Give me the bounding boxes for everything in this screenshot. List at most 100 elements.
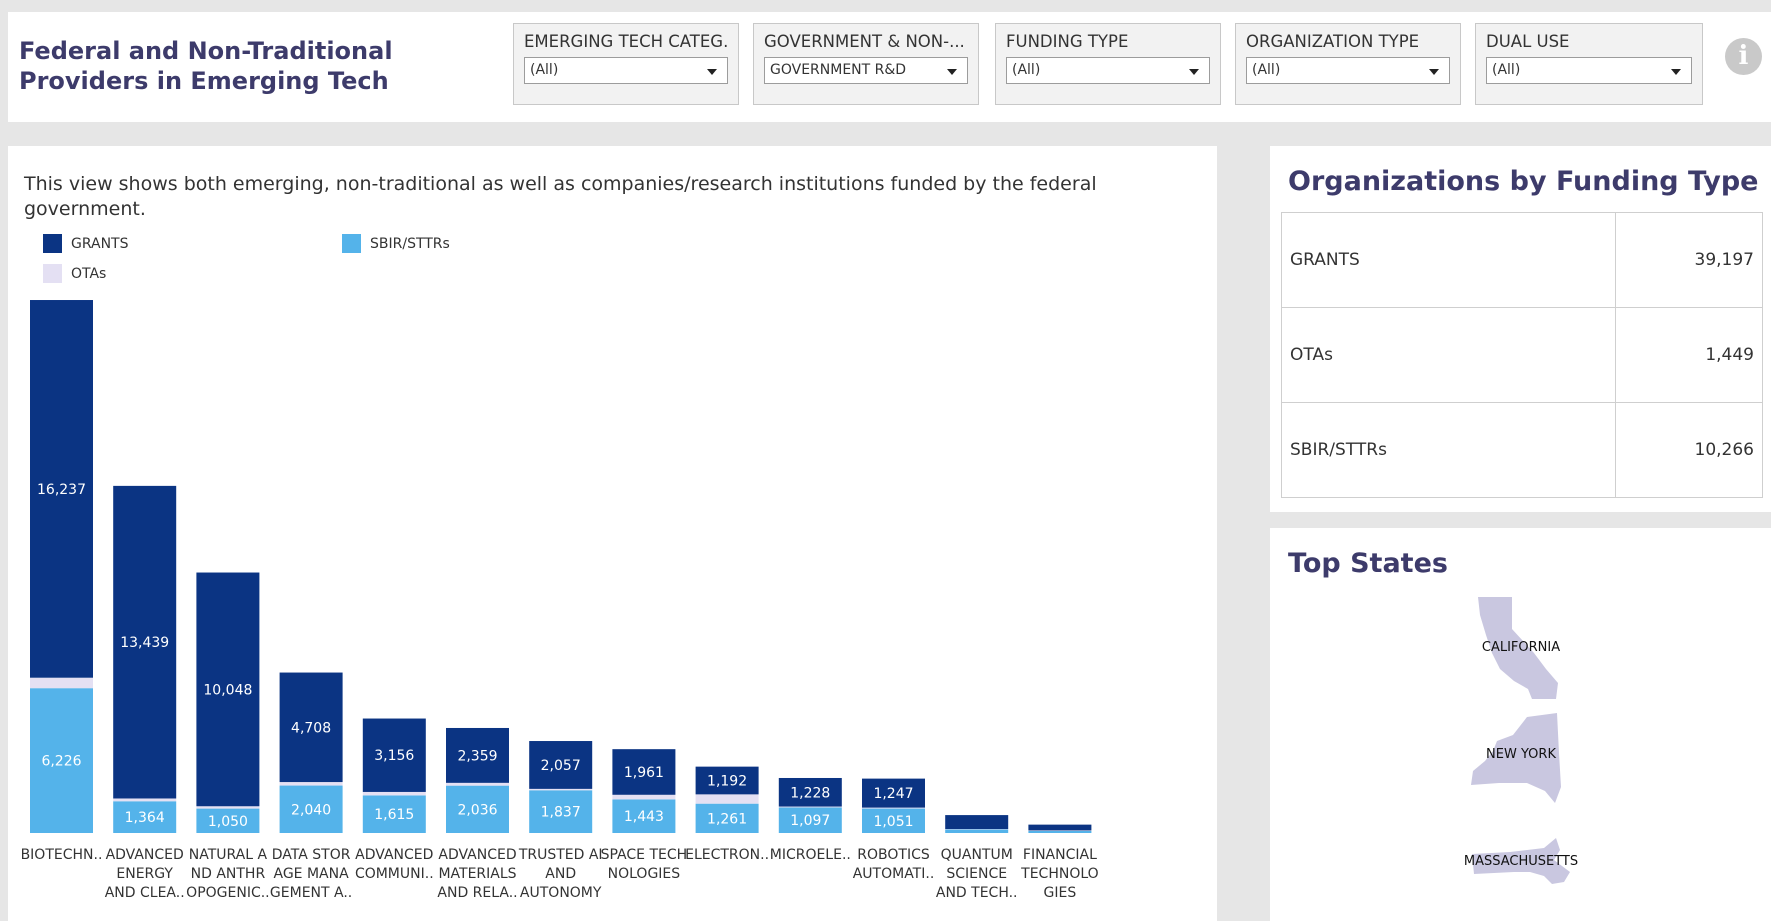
chevron-down-icon[interactable]	[707, 69, 717, 75]
bar-segment-grants[interactable]	[446, 727, 509, 783]
chevron-down-icon[interactable]	[1189, 69, 1199, 75]
data-label: 4,708	[291, 720, 331, 736]
bar-segment-sbir-sttrs[interactable]	[362, 795, 426, 833]
top-states-panel: Top States CALIFORNIA NEW YORK MASSACHUS…	[1270, 528, 1771, 921]
data-label: 1,051	[873, 814, 913, 830]
dual-use-dropdown[interactable]: (All)	[1486, 57, 1692, 84]
bar-segment-grants[interactable]	[362, 718, 426, 792]
page-title: Federal and Non-Traditional Providers in…	[19, 37, 393, 95]
stacked-bar-chart: 6,226 16,237 BIOTECHN.. 1,364 13,439 ADVANCED…	[21, 300, 1099, 901]
bar-segment-sbir-sttrs[interactable]	[1028, 830, 1092, 833]
new-york-shape-icon[interactable]	[1469, 713, 1569, 805]
filter-label: GOVERNMENT & NON-...	[764, 32, 965, 51]
bar-segment-grants[interactable]	[113, 485, 177, 799]
data-label: 1,961	[624, 765, 664, 781]
filter-funding-type[interactable]: FUNDING TYPE (All)	[995, 23, 1221, 105]
data-label: 1,261	[707, 811, 747, 827]
bar-segment-sbir-sttrs[interactable]	[612, 799, 676, 833]
chart-panel: This view shows both emerging, non-tradi…	[8, 146, 1217, 921]
data-label: 1,364	[125, 810, 165, 826]
funding-type-label: GRANTS	[1281, 212, 1616, 308]
bar-segment-sbir-sttrs[interactable]	[196, 808, 260, 833]
filter-label: DUAL USE	[1486, 32, 1570, 51]
bar-segment-sbir-sttrs[interactable]	[113, 801, 177, 833]
filter-government-non-traditional[interactable]: GOVERNMENT & NON-... GOVERNMENT R&D	[753, 23, 979, 105]
table-row[interactable]: OTAs 1,449	[1281, 307, 1763, 403]
chevron-down-icon[interactable]	[947, 69, 957, 75]
data-label: 2,036	[457, 802, 497, 818]
dropdown-value: (All)	[1012, 62, 1041, 78]
bar-segment-otas[interactable]	[695, 794, 759, 804]
x-tick-label: OPOGENIC..	[186, 885, 269, 901]
x-tick-label: ND ANTHR	[191, 866, 266, 882]
dropdown-value: (All)	[1252, 62, 1281, 78]
bar-segment-sbir-sttrs[interactable]	[30, 688, 93, 833]
emerging-tech-category-dropdown[interactable]: (All)	[524, 57, 728, 84]
data-label: 2,040	[291, 802, 331, 818]
bar-segment-otas[interactable]	[30, 677, 93, 689]
bar-segment-otas[interactable]	[279, 782, 343, 786]
bar-segment-sbir-sttrs[interactable]	[945, 829, 1009, 833]
x-tick-label: AGE MANA	[274, 866, 350, 882]
info-icon[interactable]: i	[1725, 38, 1762, 75]
bar-segment-otas[interactable]	[862, 807, 925, 809]
massachusetts-shape-icon[interactable]	[1470, 836, 1572, 888]
bar-segment-otas[interactable]	[113, 798, 177, 802]
bar-segment-sbir-sttrs[interactable]	[862, 808, 925, 833]
funding-type-table: GRANTS 39,197 OTAs 1,449 SBIR/STTRs 10,2…	[1281, 212, 1763, 498]
bar-segment-otas[interactable]	[529, 788, 593, 791]
filter-emerging-tech-category[interactable]: EMERGING TECH CATEG... (All)	[513, 23, 739, 105]
legend-label: OTAs	[71, 266, 107, 282]
bar-segment-otas[interactable]	[612, 794, 676, 800]
bar-segment-grants[interactable]	[778, 777, 842, 807]
x-tick-label: BIOTECHN..	[21, 847, 103, 863]
bar-segment-otas[interactable]	[196, 806, 260, 809]
table-row[interactable]: GRANTS 39,197	[1281, 212, 1763, 308]
bar-segment-sbir-sttrs[interactable]	[529, 790, 593, 833]
bar-segment-grants[interactable]	[945, 815, 1009, 830]
x-tick-label: FINANCIAL	[1023, 847, 1097, 863]
bar-segment-otas[interactable]	[362, 791, 426, 796]
california-shape-icon[interactable]	[1474, 595, 1564, 701]
chart-description: This view shows both emerging, non-tradi…	[24, 173, 1097, 220]
filter-label: EMERGING TECH CATEG...	[524, 32, 730, 51]
data-label: 1,192	[707, 774, 747, 790]
bar-segment-grants[interactable]	[1028, 824, 1092, 831]
funding-type-count: 10,266	[1615, 402, 1763, 498]
x-tick-label: AUTOMATI..	[853, 866, 935, 882]
bar-segment-grants[interactable]	[196, 572, 260, 807]
data-label: 2,057	[541, 758, 581, 774]
state-label-massachusetts: MASSACHUSETTS	[1463, 854, 1579, 869]
filter-dual-use[interactable]: DUAL USE (All)	[1475, 23, 1703, 105]
x-tick-label: TRUSTED AI	[518, 847, 603, 863]
x-tick-label: AND RELA..	[437, 885, 517, 901]
filter-organization-type[interactable]: ORGANIZATION TYPE (All)	[1235, 23, 1461, 105]
x-tick-label: GEMENT A..	[270, 885, 352, 901]
bar-segment-grants[interactable]	[695, 766, 759, 795]
x-tick-label: NATURAL A	[189, 847, 268, 863]
bar-segment-sbir-sttrs[interactable]	[695, 803, 759, 833]
state-label-new-york: NEW YORK	[1486, 747, 1556, 762]
bar-segment-sbir-sttrs[interactable]	[778, 807, 842, 833]
table-row[interactable]: SBIR/STTRs 10,266	[1281, 402, 1763, 498]
x-tick-label: SCIENCE	[946, 866, 1007, 882]
x-tick-label: AUTONOMY	[520, 885, 602, 901]
bar-segment-grants[interactable]	[862, 778, 925, 808]
chevron-down-icon[interactable]	[1429, 69, 1439, 75]
bar-segment-sbir-sttrs[interactable]	[446, 785, 509, 833]
bar-segment-otas[interactable]	[778, 806, 842, 808]
bar-segment-grants[interactable]	[612, 749, 676, 795]
funding-table-title: Organizations by Funding Type	[1288, 166, 1759, 197]
data-label: 3,156	[374, 748, 414, 764]
funding-type-dropdown[interactable]: (All)	[1006, 57, 1210, 84]
bar-segment-sbir-sttrs[interactable]	[279, 785, 343, 833]
bar-segment-grants[interactable]	[279, 672, 343, 783]
bar-segment-grants[interactable]	[30, 300, 93, 678]
chevron-down-icon[interactable]	[1671, 69, 1681, 75]
government-non-traditional-dropdown[interactable]: GOVERNMENT R&D	[764, 57, 968, 84]
organization-type-dropdown[interactable]: (All)	[1246, 57, 1450, 84]
funding-type-count: 1,449	[1615, 307, 1763, 403]
bar-segment-grants[interactable]	[529, 741, 593, 789]
bar-segment-otas[interactable]	[446, 782, 509, 786]
